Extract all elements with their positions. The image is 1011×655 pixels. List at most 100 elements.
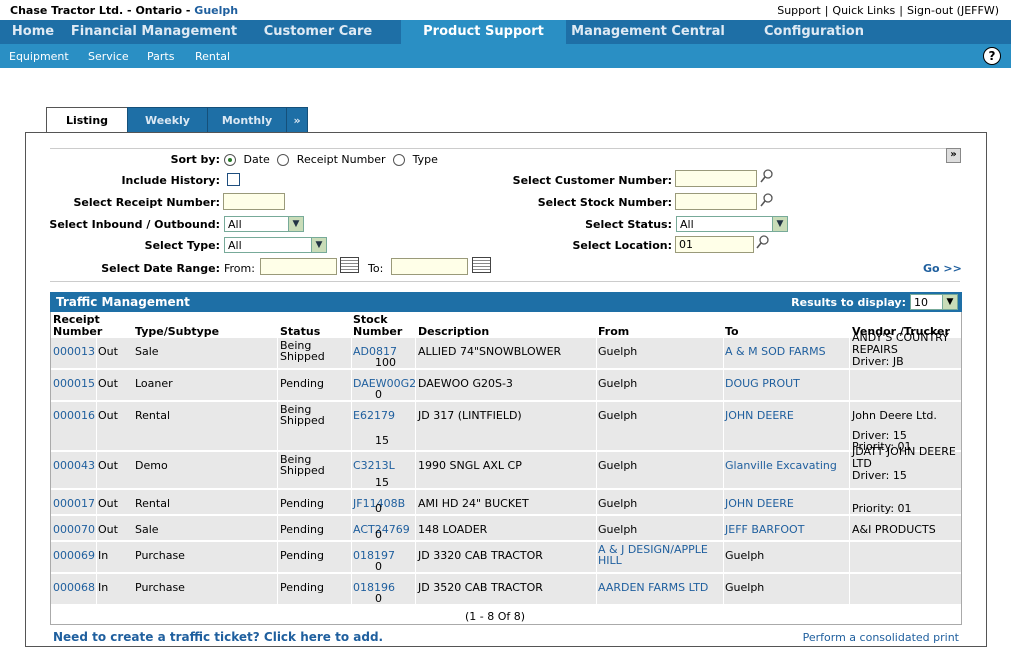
type-value: All [228,239,242,252]
subnav-parts[interactable]: Parts [147,50,175,63]
description-cell: JD 317 (LINTFIELD) [418,409,522,422]
to-link[interactable]: JEFF BARFOOT [725,523,805,536]
subnav-equipment[interactable]: Equipment [9,50,69,63]
tab-monthly[interactable]: Monthly [207,107,287,134]
stock-number-link[interactable]: C3213L [353,459,395,472]
to-link[interactable]: Glanville Excavating [725,459,837,472]
cell-divider [849,542,850,572]
table-row [51,452,961,488]
direction-cell: Out [98,345,118,358]
quantity-cell: 15 [375,434,389,447]
customer-number-input[interactable] [675,170,757,187]
nav-customer-care[interactable]: Customer Care [263,24,373,39]
sort-receipt-radio[interactable] [277,154,290,166]
from-link[interactable]: AARDEN FARMS LTD [598,581,709,594]
traffic-table: Receipt Number Type/Subtype Status Stock N… [50,312,962,625]
search-icon[interactable] [759,192,775,208]
subnav-service[interactable]: Service [88,50,129,63]
quantity-cell: 0 [375,560,382,573]
to-link[interactable]: JOHN DEERE [725,409,794,422]
from-link[interactable]: A & J DESIGN/APPLE [598,543,708,556]
calendar-icon[interactable] [472,257,491,273]
chevron-down-icon: ▼ [942,295,957,309]
status-cell: Shipped [280,350,325,363]
stock-number-link[interactable]: DAEW00G2 [353,377,417,390]
receipt-number-link[interactable]: 000043 [53,459,95,472]
table-row [51,370,961,400]
date-range-label: Select Date Range: [101,262,220,275]
cell-divider [849,338,850,368]
date-to-input[interactable] [391,258,468,275]
status-cell: Being [280,339,312,352]
stock-number-link[interactable]: JF11408B [353,497,406,510]
from-link[interactable]: HILL [598,554,622,567]
sort-type-radio[interactable] [393,154,406,166]
to-link[interactable]: DOUG PROUT [725,377,800,390]
direction-cell: Out [98,409,118,422]
cell-divider [277,542,278,572]
nav-product-support[interactable]: Product Support [401,20,566,44]
cell-divider [96,338,97,368]
collapse-icon[interactable]: » [946,148,961,163]
date-from-input[interactable] [260,258,337,275]
results-select[interactable]: 10 ▼ [910,294,958,310]
inout-select[interactable]: All ▼ [224,216,304,232]
location-input[interactable]: 01 [675,236,754,253]
subtype-cell: Demo [135,459,168,472]
top-bar: Chase Tractor Ltd. - Ontario - Guelph Su… [0,0,1011,20]
search-icon[interactable] [759,168,775,184]
status-cell: Being [280,403,312,416]
type-select[interactable]: All ▼ [224,237,327,253]
to-link[interactable]: JOHN DEERE [725,497,794,510]
stock-number-link[interactable]: 018196 [353,581,395,594]
from-cell: Guelph [598,377,638,390]
vendor-cell: Priority: 01 [852,502,912,515]
top-links: Support | Quick Links | Sign-out (JEFFW) [777,4,999,17]
cell-divider [351,370,352,400]
cell-divider [351,542,352,572]
stock-number-link[interactable]: 018197 [353,549,395,562]
receipt-number-link[interactable]: 000013 [53,345,95,358]
subnav-rental[interactable]: Rental [195,50,230,63]
calendar-icon[interactable] [340,257,359,273]
quick-links-link[interactable]: Quick Links [832,4,896,17]
status-select[interactable]: All ▼ [676,216,788,232]
company-location[interactable]: Guelph [194,4,239,17]
cell-divider [96,574,97,604]
tab-weekly[interactable]: Weekly [127,107,208,134]
stock-number-link[interactable]: ACT24769 [353,523,410,536]
receipt-number-link[interactable]: 000068 [53,581,95,594]
table-title: Traffic Management [56,295,190,309]
search-icon[interactable] [755,234,771,250]
cell-divider [351,452,352,488]
add-traffic-ticket-link[interactable]: Need to create a traffic ticket? Click h… [53,630,384,644]
tab-more[interactable]: » [286,107,308,134]
receipt-number-link[interactable]: 000015 [53,377,95,390]
subtype-cell: Purchase [135,581,185,594]
sign-out-link[interactable]: Sign-out (JEFFW) [907,4,999,17]
stock-number-link[interactable]: AD0817 [353,345,397,358]
receipt-number-input[interactable] [223,193,285,210]
nav-financial-management[interactable]: Financial Management [70,24,238,39]
consolidated-print-link[interactable]: Perform a consolidated print [802,631,959,644]
cell-divider [415,574,416,604]
receipt-number-link[interactable]: 000016 [53,409,95,422]
go-button[interactable]: Go >> [923,262,962,275]
stock-number-input[interactable] [675,193,757,210]
receipt-number-link[interactable]: 000070 [53,523,95,536]
receipt-number-link[interactable]: 000069 [53,549,95,562]
help-icon[interactable]: ? [983,47,1001,65]
receipt-number-link[interactable]: 000017 [53,497,95,510]
nav-management-central[interactable]: Management Central [571,24,725,39]
to-link[interactable]: A & M SOD FARMS [725,345,826,358]
stock-number-link[interactable]: E62179 [353,409,395,422]
tab-listing[interactable]: Listing [46,107,128,134]
include-history-checkbox[interactable] [227,173,240,186]
vendor-cell: Driver: 15 [852,429,907,442]
cell-divider [277,516,278,540]
nav-home[interactable]: Home [11,24,55,39]
sort-date-radio[interactable] [224,154,236,166]
nav-configuration[interactable]: Configuration [764,24,864,39]
support-link[interactable]: Support [777,4,821,17]
receipt-number-label: Select Receipt Number: [73,196,220,209]
